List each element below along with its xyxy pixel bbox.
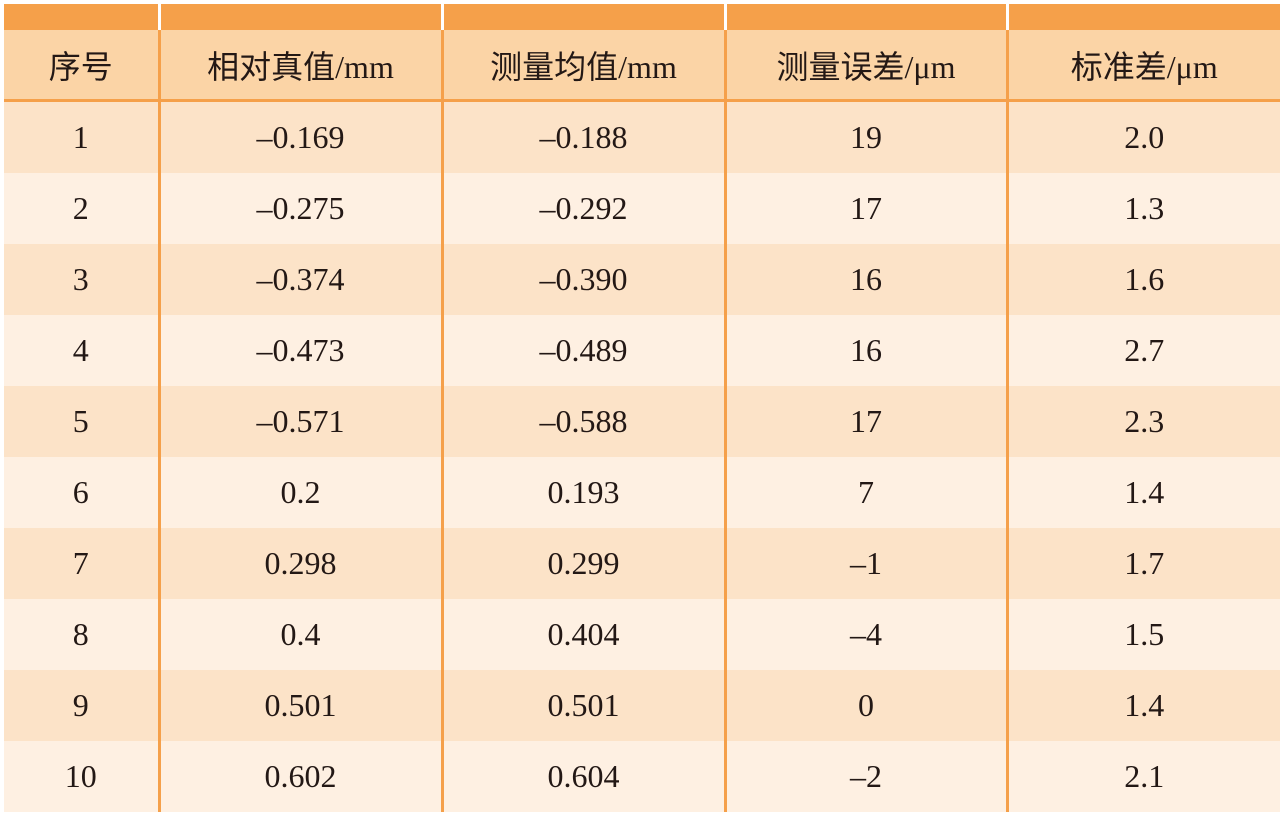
cell-index: 6	[4, 457, 159, 528]
table-row: 1 –0.169 –0.188 19 2.0	[4, 100, 1280, 173]
cell-index: 4	[4, 315, 159, 386]
header-band-cell	[440, 4, 725, 30]
table-row: 10 0.602 0.604 –2 2.1	[4, 741, 1280, 812]
cell-index: 9	[4, 670, 159, 741]
header-band-cell	[723, 4, 1007, 30]
cell-std-dev: 2.3	[1005, 386, 1280, 457]
cell-std-dev: 1.3	[1005, 173, 1280, 244]
cell-measurement-error: 7	[723, 457, 1007, 528]
column-header-true-value: 相对真值/mm	[157, 30, 442, 102]
cell-measured-mean: 0.501	[440, 670, 725, 741]
table-row: 9 0.501 0.501 0 1.4	[4, 670, 1280, 741]
cell-measured-mean: –0.188	[440, 100, 725, 173]
cell-std-dev: 1.4	[1005, 457, 1280, 528]
cell-measured-mean: –0.489	[440, 315, 725, 386]
cell-true-value: 0.4	[157, 599, 442, 670]
data-table-container: 序号 相对真值/mm 测量均值/mm 测量误差/μm 标准差/μm 1 –0.16…	[4, 4, 1280, 812]
table-row: 6 0.2 0.193 7 1.4	[4, 457, 1280, 528]
cell-measured-mean: 0.404	[440, 599, 725, 670]
table-row: 8 0.4 0.404 –4 1.5	[4, 599, 1280, 670]
cell-true-value: –0.571	[157, 386, 442, 457]
cell-measured-mean: –0.588	[440, 386, 725, 457]
cell-measurement-error: 19	[723, 100, 1007, 173]
cell-index: 3	[4, 244, 159, 315]
cell-measurement-error: 16	[723, 315, 1007, 386]
cell-measurement-error: –2	[723, 741, 1007, 812]
cell-true-value: 0.298	[157, 528, 442, 599]
table-row: 2 –0.275 –0.292 17 1.3	[4, 173, 1280, 244]
table-row: 3 –0.374 –0.390 16 1.6	[4, 244, 1280, 315]
cell-true-value: –0.374	[157, 244, 442, 315]
cell-true-value: 0.602	[157, 741, 442, 812]
cell-true-value: –0.275	[157, 173, 442, 244]
cell-index: 10	[4, 741, 159, 812]
column-header-measured-mean: 测量均值/mm	[440, 30, 725, 102]
cell-index: 5	[4, 386, 159, 457]
cell-index: 8	[4, 599, 159, 670]
header-band-cell	[157, 4, 442, 30]
cell-measured-mean: –0.292	[440, 173, 725, 244]
cell-true-value: –0.473	[157, 315, 442, 386]
column-header-measurement-error: 测量误差/μm	[723, 30, 1007, 102]
measurement-table: 序号 相对真值/mm 测量均值/mm 测量误差/μm 标准差/μm 1 –0.16…	[4, 4, 1280, 812]
cell-measurement-error: 17	[723, 386, 1007, 457]
table-header: 序号 相对真值/mm 测量均值/mm 测量误差/μm 标准差/μm	[4, 4, 1280, 102]
table-body: 1 –0.169 –0.188 19 2.0 2 –0.275 –0.292 17 1.3 3 –0.…	[4, 100, 1280, 812]
cell-std-dev: 2.0	[1005, 100, 1280, 173]
cell-measurement-error: 0	[723, 670, 1007, 741]
header-band-cell	[1005, 4, 1280, 30]
cell-measured-mean: 0.299	[440, 528, 725, 599]
cell-true-value: 0.2	[157, 457, 442, 528]
table-row: 4 –0.473 –0.489 16 2.7	[4, 315, 1280, 386]
cell-measured-mean: 0.604	[440, 741, 725, 812]
cell-measurement-error: 17	[723, 173, 1007, 244]
table-row: 5 –0.571 –0.588 17 2.3	[4, 386, 1280, 457]
header-band-cell	[4, 4, 159, 30]
column-header-index: 序号	[4, 30, 159, 102]
cell-measurement-error: –4	[723, 599, 1007, 670]
cell-std-dev: 2.1	[1005, 741, 1280, 812]
cell-true-value: 0.501	[157, 670, 442, 741]
cell-measurement-error: 16	[723, 244, 1007, 315]
cell-index: 1	[4, 100, 159, 173]
cell-std-dev: 1.7	[1005, 528, 1280, 599]
column-header-std-dev: 标准差/μm	[1005, 30, 1280, 102]
cell-std-dev: 2.7	[1005, 315, 1280, 386]
table-row: 7 0.298 0.299 –1 1.7	[4, 528, 1280, 599]
header-row: 序号 相对真值/mm 测量均值/mm 测量误差/μm 标准差/μm	[4, 30, 1280, 102]
cell-std-dev: 1.6	[1005, 244, 1280, 315]
cell-std-dev: 1.4	[1005, 670, 1280, 741]
cell-std-dev: 1.5	[1005, 599, 1280, 670]
cell-index: 2	[4, 173, 159, 244]
cell-measurement-error: –1	[723, 528, 1007, 599]
header-band	[4, 4, 1280, 30]
cell-measured-mean: 0.193	[440, 457, 725, 528]
cell-measured-mean: –0.390	[440, 244, 725, 315]
cell-true-value: –0.169	[157, 100, 442, 173]
cell-index: 7	[4, 528, 159, 599]
